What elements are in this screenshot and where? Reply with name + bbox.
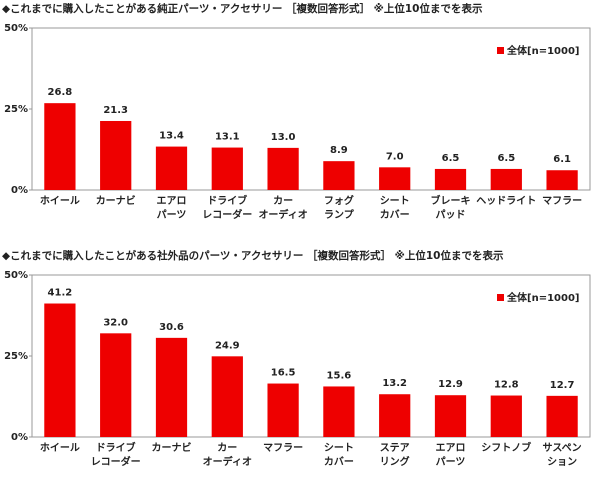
value-label: 12.9: [438, 379, 463, 390]
bar: [546, 170, 578, 190]
x-tick-label: ヘッドライト: [476, 195, 536, 207]
x-tick-label: カーナビ: [152, 441, 192, 454]
value-label: 6.5: [442, 153, 460, 164]
x-tick-label: マフラー: [542, 195, 582, 207]
x-tick-label: リング: [380, 455, 410, 468]
y-tick-label: 0%: [11, 432, 28, 443]
bar: [379, 394, 411, 437]
bar: [44, 103, 76, 190]
value-label: 16.5: [271, 368, 296, 379]
bar: [100, 333, 132, 437]
bar: [490, 395, 522, 437]
value-label: 7.0: [386, 151, 404, 162]
y-tick-label: 50%: [4, 23, 28, 34]
value-label: 15.6: [327, 370, 352, 381]
bar: [323, 161, 355, 190]
x-tick-label: パーツ: [157, 209, 187, 221]
legend-label: 全体[n=1000]: [506, 291, 579, 304]
value-label: 13.0: [271, 132, 296, 143]
bar: [155, 146, 188, 190]
x-tick-label: レコーダー: [202, 208, 252, 221]
bar: [211, 356, 243, 437]
value-label: 21.3: [103, 105, 128, 116]
bar: [490, 168, 522, 190]
x-tick-label: オーディオ: [258, 208, 307, 221]
x-tick-label: オーディオ: [203, 455, 252, 468]
value-label: 13.1: [215, 132, 240, 143]
bar: [100, 120, 132, 190]
value-label: 26.8: [48, 87, 73, 98]
bar: [434, 168, 467, 190]
bar: [267, 383, 299, 437]
bar: [546, 395, 578, 437]
y-tick-label: 25%: [4, 104, 28, 115]
x-tick-label: ステア: [380, 442, 410, 454]
x-tick-label: エアロ: [157, 195, 187, 207]
x-tick-label: シフトノブ: [481, 441, 531, 454]
x-tick-label: フォグ: [324, 194, 354, 207]
value-label: 8.9: [330, 145, 348, 156]
bar: [434, 395, 467, 437]
x-tick-label: カー: [217, 442, 237, 454]
x-tick-label: シート: [324, 442, 354, 454]
x-tick-label: ドライブ: [96, 441, 136, 454]
value-label: 6.5: [497, 153, 515, 164]
x-tick-label: ランプ: [324, 208, 355, 221]
legend-label: 全体[n=1000]: [506, 44, 579, 57]
chart-title: ◆これまでに購入したことがある純正パーツ・アクセサリー ［複数回答形式］ ※上位…: [2, 2, 483, 15]
x-tick-label: ブレーキ: [431, 194, 471, 207]
x-tick-label: サスペン: [543, 442, 582, 454]
x-tick-label: パッド: [436, 209, 466, 221]
x-tick-label: カバー: [380, 209, 410, 221]
bar: [44, 303, 76, 437]
x-tick-label: カバー: [324, 456, 354, 468]
x-tick-label: カー: [273, 195, 293, 207]
value-label: 6.1: [553, 154, 571, 165]
bar: [323, 386, 355, 437]
legend-swatch: [497, 294, 504, 301]
x-tick-label: シート: [380, 195, 410, 207]
x-tick-label: ドライブ: [207, 194, 247, 207]
bar: [211, 147, 243, 190]
bar: [379, 167, 411, 190]
x-tick-label: パーツ: [436, 456, 466, 468]
x-tick-label: カーナビ: [96, 194, 136, 207]
value-label: 13.4: [159, 131, 184, 142]
value-label: 30.6: [159, 322, 184, 333]
y-tick-label: 25%: [4, 351, 28, 362]
chart-title: ◆これまでに購入したことがある社外品のパーツ・アクセサリー ［複数回答形式］ ※…: [2, 249, 504, 262]
x-tick-label: マフラー: [263, 442, 303, 454]
value-label: 13.2: [382, 378, 407, 389]
x-tick-label: ホイール: [40, 442, 80, 454]
legend-swatch: [497, 47, 504, 54]
x-tick-label: ション: [547, 456, 577, 468]
value-label: 12.8: [494, 380, 519, 391]
y-tick-label: 0%: [11, 185, 28, 196]
y-tick-label: 50%: [4, 270, 28, 281]
value-label: 41.2: [48, 288, 73, 299]
value-label: 12.7: [550, 380, 575, 391]
bar: [267, 147, 299, 190]
value-label: 24.9: [215, 340, 240, 351]
x-tick-label: ホイール: [40, 195, 80, 207]
x-tick-label: レコーダー: [91, 455, 141, 468]
bar: [155, 337, 188, 437]
value-label: 32.0: [103, 317, 128, 328]
x-tick-label: エアロ: [436, 442, 466, 454]
